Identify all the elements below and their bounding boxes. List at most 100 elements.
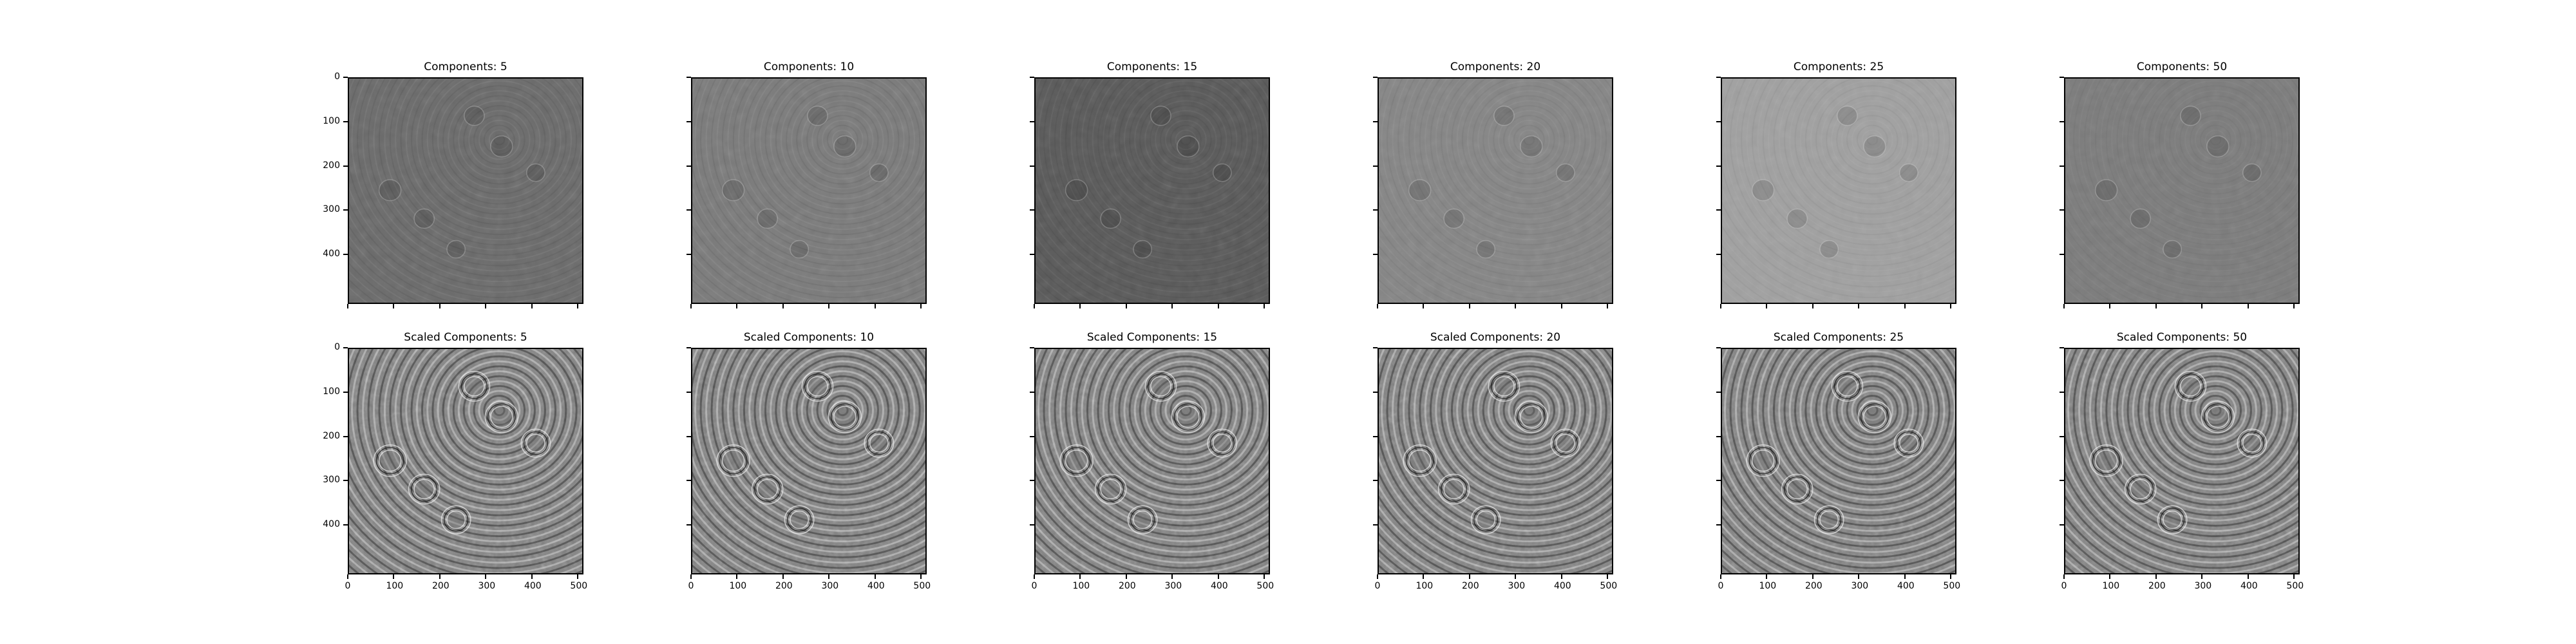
- ripple-ring: [1144, 370, 1227, 451]
- x-tick: [1264, 304, 1265, 308]
- particle-ring: [757, 208, 778, 229]
- particle-ring: [828, 401, 862, 433]
- ripple-ring: [775, 349, 911, 476]
- x-tick-label: 200: [2148, 581, 2166, 591]
- ripple-ring: [349, 79, 582, 293]
- particle-ring: [1493, 376, 1515, 397]
- x-tick-label: 300: [1164, 581, 1182, 591]
- particle-ring: [1144, 370, 1177, 402]
- image-plot: [2064, 77, 2300, 304]
- particle-disc: [379, 450, 401, 471]
- y-tick: [1373, 391, 1378, 393]
- y-tick: [1030, 391, 1034, 393]
- x-tick: [1423, 574, 1425, 579]
- ripple-ring: [1036, 349, 1269, 558]
- y-tick: [1030, 347, 1034, 348]
- ripple-ring: [1170, 124, 1202, 155]
- ripple-ring: [1408, 349, 1612, 527]
- ripple-ring: [1036, 79, 1269, 288]
- ripple-ring: [785, 355, 900, 466]
- particle-disc: [722, 450, 744, 471]
- ripple-ring: [1403, 79, 1612, 261]
- x-tick: [1423, 304, 1425, 308]
- particle-ring: [2130, 208, 2151, 229]
- particle-disc: [1787, 479, 1808, 499]
- y-tick-label: 200: [323, 430, 340, 441]
- ripple-ring: [780, 80, 905, 200]
- particle-disc: [1752, 180, 1774, 201]
- ripple-ring: [796, 95, 889, 185]
- particle-ring: [526, 433, 545, 453]
- ripple-ring: [1123, 350, 1249, 471]
- particle-ring: [1751, 450, 1775, 472]
- subplot-title: Scaled Components: 20: [1430, 331, 1561, 344]
- x-tick: [347, 574, 348, 579]
- ripple-ring: [738, 79, 925, 241]
- subplot-title: Scaled Components: 5: [404, 331, 527, 344]
- ripple-ring: [373, 79, 582, 261]
- x-tick: [1858, 304, 1860, 308]
- particle-ring: [1408, 450, 1432, 472]
- particle-ring: [1520, 135, 1543, 158]
- y-tick: [343, 524, 348, 526]
- y-tick: [1716, 254, 1721, 255]
- ripple-ring: [1097, 79, 1269, 225]
- particle-ring: [1100, 208, 1121, 229]
- ripple-ring: [405, 349, 582, 501]
- particle-disc: [790, 511, 809, 529]
- particle-ring: [1133, 510, 1153, 529]
- ripple-ring: [1092, 79, 1269, 231]
- particle-ring: [2180, 106, 2201, 126]
- ripple-ring: [1081, 349, 1269, 511]
- ripple-ring: [1722, 349, 1955, 564]
- x-tick: [1720, 304, 1721, 308]
- ripple-ring: [1054, 79, 1269, 267]
- y-tick: [687, 254, 691, 255]
- image-noise: [1379, 79, 1612, 303]
- image-raster: [692, 79, 925, 303]
- ripple-ring: [801, 100, 884, 180]
- y-tick: [1030, 524, 1034, 526]
- subplot-panel: Components: 25: [1716, 58, 1956, 323]
- particle-disc: [869, 164, 889, 182]
- ripple-ring: [837, 134, 849, 146]
- ripple-ring: [831, 129, 853, 151]
- ripple-ring: [748, 349, 925, 501]
- ripple-ring: [1408, 79, 1612, 256]
- particle-disc: [1133, 240, 1152, 258]
- ripple-ring: [737, 349, 925, 511]
- ripple-ring: [2083, 349, 2298, 537]
- ripple-ring: [1477, 90, 1581, 190]
- image-raster: [2065, 79, 2298, 303]
- particle-ring: [2177, 373, 2204, 399]
- ripple-ring: [711, 79, 925, 267]
- ripple-ring: [1075, 349, 1269, 516]
- x-tick-label: 100: [1072, 581, 1090, 591]
- image-raster: [1722, 79, 1955, 303]
- particle-disc: [1177, 406, 1199, 428]
- particle-ring: [1819, 510, 1839, 529]
- y-tick: [1030, 254, 1034, 255]
- particle-disc: [2206, 136, 2229, 157]
- image-plot: [691, 348, 927, 574]
- ripple-ring: [785, 85, 900, 195]
- ripple-ring: [1461, 79, 1596, 205]
- x-tick-label: 200: [775, 581, 793, 591]
- ripple-ring: [1397, 349, 1612, 537]
- y-tick: [687, 77, 691, 78]
- ripple-ring: [1762, 349, 1955, 516]
- particle-ring: [2092, 447, 2121, 475]
- x-tick-label: 300: [1508, 581, 1526, 591]
- ripple-ring: [692, 349, 925, 558]
- image-noise: [349, 79, 582, 303]
- particle-disc: [414, 209, 435, 229]
- x-tick: [577, 574, 579, 579]
- ripple-ring: [1379, 79, 1612, 288]
- x-tick: [1171, 574, 1173, 579]
- image-noise: [2065, 79, 2298, 303]
- particle-ring: [2163, 510, 2183, 529]
- x-tick: [1812, 574, 1814, 579]
- ripple-ring: [442, 355, 557, 466]
- image-noise: [1036, 349, 1269, 573]
- ripple-ring: [367, 349, 582, 537]
